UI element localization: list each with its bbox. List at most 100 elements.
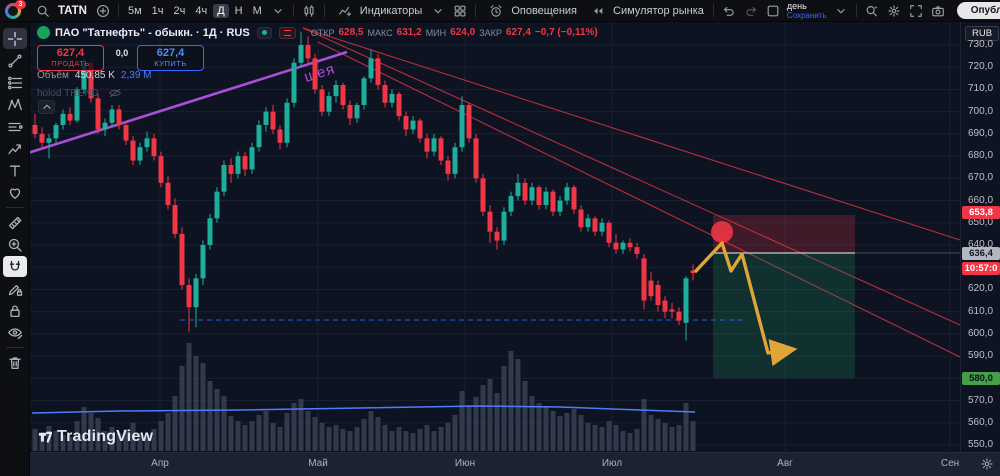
zoom-in-icon[interactable] bbox=[3, 234, 27, 255]
spread-value: 0,0 bbox=[115, 48, 129, 58]
chevron-up-icon bbox=[40, 100, 54, 114]
timeframe-1ч[interactable]: 1ч bbox=[151, 4, 164, 17]
timeframe-Н[interactable]: Н bbox=[234, 4, 243, 17]
crosshair-icon[interactable] bbox=[2, 28, 27, 49]
symbol-name: TATN bbox=[58, 4, 87, 17]
price-tick: 570,0 bbox=[968, 394, 994, 406]
notification-badge: 3 bbox=[15, 0, 26, 9]
redo-icon[interactable] bbox=[740, 4, 762, 18]
price-tick: 590,0 bbox=[968, 350, 994, 362]
circle-marker[interactable] bbox=[711, 221, 733, 243]
replay-button[interactable]: Симулятор рынка bbox=[582, 4, 709, 18]
buy-label: КУПИТЬ bbox=[154, 59, 187, 68]
timeframe-Д[interactable]: Д bbox=[213, 3, 229, 18]
indicators-label: Индикаторы bbox=[359, 4, 423, 17]
layout-chevron-icon[interactable] bbox=[830, 4, 852, 18]
volume-ma-line bbox=[31, 405, 696, 414]
magnet-icon[interactable] bbox=[2, 256, 27, 277]
timeframes-chevron-icon[interactable] bbox=[267, 4, 289, 18]
draw-lock-icon[interactable] bbox=[3, 278, 27, 299]
short-position-tool[interactable] bbox=[713, 215, 960, 378]
watermark-text: TradingView bbox=[57, 428, 154, 445]
divider bbox=[323, 4, 325, 17]
buy-button[interactable]: 627,4 КУПИТЬ bbox=[137, 45, 204, 71]
volume-label: Объём bbox=[37, 70, 69, 81]
undo-icon[interactable] bbox=[718, 4, 740, 18]
lock-icon[interactable] bbox=[3, 300, 27, 321]
month-label-Сен: Сен bbox=[940, 458, 960, 469]
quick-search-icon[interactable] bbox=[861, 4, 883, 18]
alerts-label: Оповещения bbox=[511, 4, 578, 17]
long-position-icon[interactable] bbox=[3, 116, 27, 137]
indicator-name[interactable]: holod TREND bbox=[37, 87, 99, 99]
price-tick: 640,0 bbox=[968, 238, 994, 250]
indicator-templates-icon[interactable] bbox=[449, 4, 471, 18]
forecast-arrow[interactable] bbox=[693, 241, 798, 367]
timeframe-М[interactable]: М bbox=[252, 4, 262, 17]
timeframe-2ч[interactable]: 2ч bbox=[173, 4, 186, 17]
price-axis[interactable]: RUB 730,0 720,0 710,0 700,0 690,0 680,0 670,0 6… bbox=[960, 22, 1000, 452]
sell-button[interactable]: 627,4 ПРОДАТЬ bbox=[37, 45, 104, 71]
indicators-icon bbox=[334, 4, 356, 18]
save-layout-button[interactable]: день Сохранить bbox=[784, 1, 830, 20]
hide-drawings-icon[interactable] bbox=[3, 322, 27, 343]
legend-toggle-lines[interactable] bbox=[278, 26, 296, 39]
trash-icon[interactable] bbox=[3, 352, 27, 373]
month-label-Июл: Июл bbox=[601, 458, 623, 469]
alerts-button[interactable]: Оповещения bbox=[480, 4, 582, 18]
publish-button[interactable]: Опубл bbox=[956, 2, 1000, 19]
divider bbox=[5, 347, 24, 348]
high-value: 631,2 bbox=[396, 27, 422, 38]
xabcd-pattern-icon[interactable] bbox=[3, 94, 27, 115]
timeframe-5м[interactable]: 5м bbox=[127, 4, 142, 17]
volume-bars bbox=[32, 343, 696, 451]
app-logo[interactable]: 3 bbox=[5, 0, 26, 19]
top-toolbar: 3 TATN 5м 1ч 2ч 4ч Д Н М Индикаторы Оповещен bbox=[0, 0, 1000, 22]
tradingview-logo-icon bbox=[38, 430, 52, 444]
legend-toggle-dot[interactable] bbox=[256, 26, 272, 39]
buy-price: 627,4 bbox=[156, 47, 185, 59]
heart-emoji-icon[interactable] bbox=[3, 182, 27, 203]
price-tick: 730,0 bbox=[968, 39, 994, 50]
arrow-marker-icon[interactable] bbox=[3, 138, 27, 159]
fib-retracement-icon[interactable] bbox=[3, 72, 27, 93]
eye-off-icon[interactable] bbox=[104, 86, 126, 100]
instrument-title[interactable]: ПАО "Татнефть" - обыкн. · 1Д · RUS bbox=[55, 26, 250, 39]
collapse-panel-button[interactable] bbox=[38, 100, 55, 114]
divider bbox=[855, 4, 857, 17]
low-label: МИН bbox=[425, 27, 447, 38]
ruler-icon[interactable] bbox=[3, 212, 27, 233]
price-tick: 600,0 bbox=[968, 327, 994, 339]
close-label: ЗАКР bbox=[479, 27, 502, 38]
fullscreen-icon[interactable] bbox=[905, 4, 927, 18]
indicators-chevron-icon[interactable] bbox=[427, 4, 449, 18]
high-label: МАКС bbox=[367, 27, 393, 38]
time-axis[interactable]: Апр Май Июн Июл Авг Сен bbox=[30, 452, 1000, 476]
text-icon[interactable] bbox=[3, 160, 27, 181]
indicator-legend: holod TREND bbox=[37, 86, 126, 100]
price-tick: 700,0 bbox=[968, 105, 994, 117]
compare-symbol-icon[interactable] bbox=[92, 4, 114, 18]
axis-settings-gear-icon[interactable] bbox=[980, 457, 994, 471]
screenshot-camera-icon[interactable] bbox=[927, 4, 949, 18]
timeframe-4ч[interactable]: 4ч bbox=[195, 4, 208, 17]
divider bbox=[292, 4, 294, 17]
lines-icon bbox=[283, 29, 291, 36]
price-tick: 690,0 bbox=[968, 127, 994, 139]
price-tick: 610,0 bbox=[968, 305, 994, 317]
layout-icon[interactable] bbox=[762, 4, 784, 18]
price-tick: 550,0 bbox=[968, 438, 994, 450]
settings-gear-icon[interactable] bbox=[883, 4, 905, 18]
volume-legend: Объём 450,85 K 2,39 M bbox=[37, 70, 152, 81]
divider bbox=[117, 4, 119, 17]
price-tick: 670,0 bbox=[968, 172, 994, 184]
chart-type-icon[interactable] bbox=[298, 4, 320, 18]
trend-line-icon[interactable] bbox=[3, 50, 27, 71]
currency-button[interactable]: RUB bbox=[965, 26, 1000, 41]
timeframe-group: 5м 1ч 2ч 4ч Д Н М bbox=[123, 3, 267, 18]
indicators-button[interactable]: Индикаторы bbox=[329, 4, 428, 18]
trade-panel: 627,4 ПРОДАТЬ 0,0 627,4 КУПИТЬ bbox=[37, 45, 204, 71]
symbol-search-button[interactable]: TATN bbox=[27, 4, 92, 18]
fan-trendlines[interactable] bbox=[302, 27, 961, 358]
